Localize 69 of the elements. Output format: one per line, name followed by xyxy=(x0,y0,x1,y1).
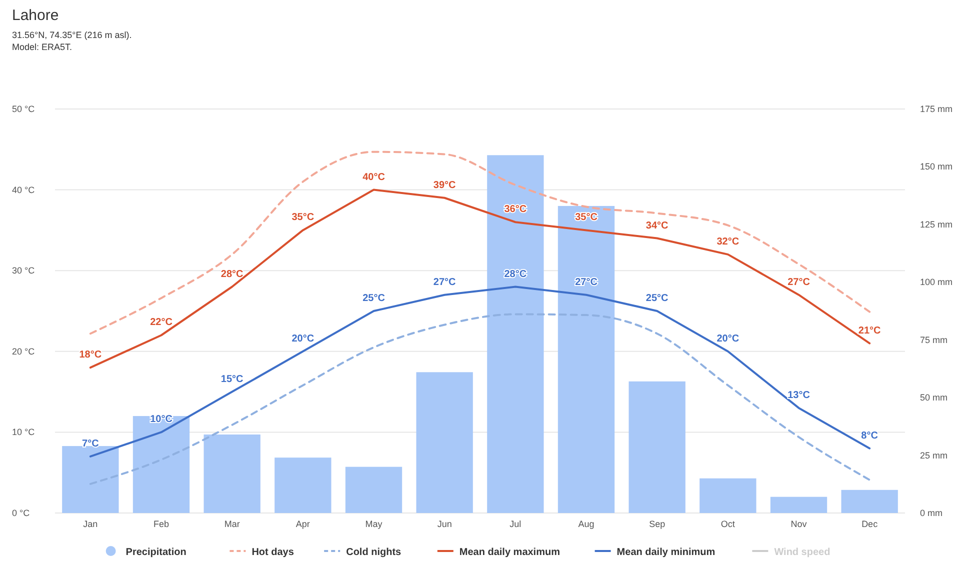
legend-label: Hot days xyxy=(252,547,294,558)
y2-tick-label: 175 mm xyxy=(920,104,953,114)
legend-label: Mean daily minimum xyxy=(616,547,716,558)
legend-label: Precipitation xyxy=(126,547,186,558)
y-tick-label: 0 °C xyxy=(12,508,30,518)
data-label: 10°C xyxy=(150,414,172,426)
y2-tick-label: 125 mm xyxy=(920,219,953,230)
x-tick-label: Mar xyxy=(224,519,240,529)
data-label: 28°C xyxy=(504,268,527,280)
x-tick-label: Apr xyxy=(296,519,310,529)
x-tick-label: Sep xyxy=(649,519,666,529)
y-tick-label: 50 °C xyxy=(12,104,36,114)
bar xyxy=(628,381,686,513)
data-label: 35°C xyxy=(292,212,314,224)
data-label: 36°C xyxy=(504,204,527,216)
x-tick-label: Jan xyxy=(83,519,98,529)
x-tick-label: Oct xyxy=(720,519,736,529)
y-tick-label: 40 °C xyxy=(12,184,36,195)
data-label: 40°C xyxy=(362,172,385,183)
data-label: 18°C xyxy=(79,350,102,361)
data-label: 34°C xyxy=(646,220,668,232)
data-label: 13°C xyxy=(788,390,810,401)
bar xyxy=(700,478,756,513)
bar xyxy=(204,434,260,513)
x-tick-label: Jun xyxy=(437,519,452,529)
legend-label: Cold nights xyxy=(346,547,402,558)
data-label: 20°C xyxy=(716,333,740,344)
data-label: 28°C xyxy=(220,268,244,280)
bar xyxy=(770,496,828,513)
y2-tick-label: 0 mm xyxy=(920,508,942,518)
y2-tick-label: 75 mm xyxy=(920,334,948,345)
y-tick-label: 30 °C xyxy=(12,266,36,276)
x-tick-label: Dec xyxy=(862,519,878,529)
bar xyxy=(558,206,615,513)
y-tick-label: 10 °C xyxy=(12,427,36,438)
bar xyxy=(416,372,473,513)
y2-tick-label: 50 mm xyxy=(920,392,948,403)
bar xyxy=(345,466,402,513)
x-tick-label: Jul xyxy=(510,519,522,529)
legend-label: Mean daily maximum xyxy=(459,547,560,558)
data-label: 7°C xyxy=(82,438,99,450)
y2-tick-label: 150 mm xyxy=(920,162,953,172)
bar xyxy=(274,458,332,513)
bar xyxy=(62,446,119,513)
data-label: 25°C xyxy=(646,293,668,304)
data-label: 21°C xyxy=(858,325,881,336)
data-label: 20°C xyxy=(292,333,314,344)
data-label: 35°C xyxy=(575,212,598,224)
x-tick-label: Aug xyxy=(578,519,594,529)
y2-tick-label: 25 mm xyxy=(920,450,948,460)
data-label: 27°C xyxy=(433,276,456,288)
data-label: 39°C xyxy=(433,180,456,191)
x-tick-label: Nov xyxy=(790,519,808,529)
data-label: 27°C xyxy=(788,276,810,288)
data-label: 32°C xyxy=(716,236,740,248)
y-tick-label: 20 °C xyxy=(12,346,36,356)
data-label: 25°C xyxy=(362,293,385,304)
x-tick-label: May xyxy=(365,519,383,529)
chart-title: Lahore xyxy=(12,7,59,24)
data-label: 8°C xyxy=(861,430,878,442)
chart-subtitle: 31.56°N, 74.35°E (216 m asl). Model: ERA5T. xyxy=(12,30,132,52)
bar xyxy=(132,416,190,513)
y2-tick-label: 100 mm xyxy=(920,277,953,288)
data-label: 22°C xyxy=(150,317,172,328)
x-tick-label: Feb xyxy=(153,519,170,529)
data-label: 15°C xyxy=(220,374,244,385)
data-label: 27°C xyxy=(575,276,598,288)
bar xyxy=(841,490,898,513)
bar xyxy=(487,155,544,513)
